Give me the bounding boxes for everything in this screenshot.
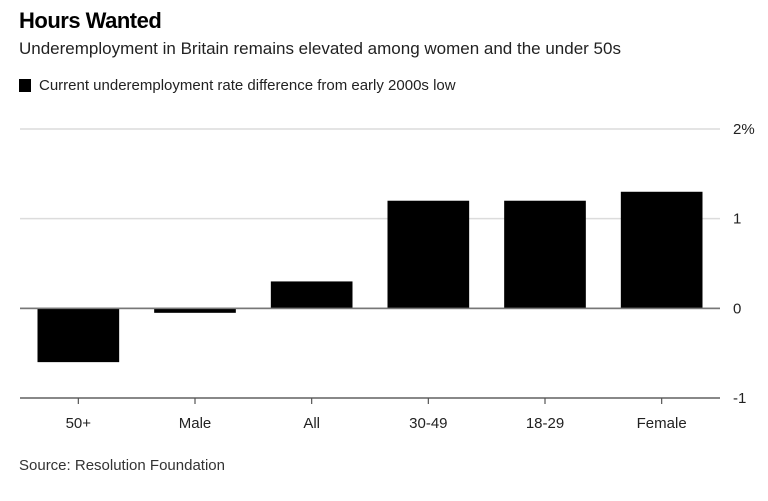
bar-50- <box>37 308 120 363</box>
bar-30-49 <box>387 200 470 309</box>
y-tick-label: -1 <box>733 390 746 407</box>
legend-swatch <box>19 79 31 92</box>
axes: 2% 1 0 -1 50+ Male All 30-49 18-29 Female <box>20 121 755 432</box>
y-tick-label: 1 <box>733 211 741 228</box>
bar-male <box>154 308 236 313</box>
y-tick-label: 0 <box>733 300 741 317</box>
bar-female <box>620 191 703 309</box>
chart-subtitle: Underemployment in Britain remains eleva… <box>19 39 621 58</box>
x-tick-label: Female <box>637 415 687 432</box>
y-tick-label: 2% <box>733 121 755 138</box>
gridlines <box>20 128 720 399</box>
source-note: Source: Resolution Foundation <box>19 457 225 474</box>
legend: Current underemployment rate difference … <box>19 77 456 94</box>
x-tick-label: 18-29 <box>526 415 564 432</box>
x-tick-label: All <box>303 415 320 432</box>
x-tick-label: 30-49 <box>409 415 447 432</box>
chart-title: Hours Wanted <box>19 8 162 33</box>
x-tick-label: 50+ <box>66 415 92 432</box>
bar-all <box>270 281 353 309</box>
x-tick-label: Male <box>179 415 212 432</box>
bars <box>37 191 703 363</box>
legend-label: Current underemployment rate difference … <box>39 77 456 94</box>
bar-18-29 <box>504 200 586 309</box>
